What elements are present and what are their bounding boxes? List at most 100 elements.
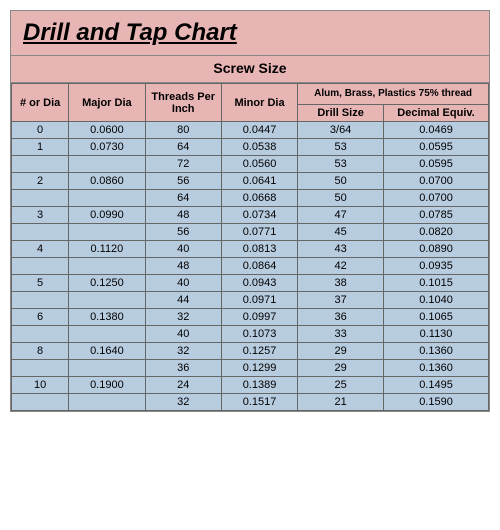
cell-minor: 0.1257: [221, 343, 297, 360]
table-row: 720.0560530.0595: [12, 156, 489, 173]
cell-major: [69, 224, 145, 241]
cell-num: [12, 394, 69, 411]
table-row: 320.1517210.1590: [12, 394, 489, 411]
cell-major: 0.0990: [69, 207, 145, 224]
cell-major: 0.1250: [69, 275, 145, 292]
cell-tpi: 32: [145, 394, 221, 411]
cell-major: 0.0730: [69, 139, 145, 156]
cell-drill: 50: [298, 190, 384, 207]
cell-decimal: 0.0935: [384, 258, 489, 275]
table-row: 20.0860560.0641500.0700: [12, 173, 489, 190]
cell-num: [12, 224, 69, 241]
cell-major: [69, 292, 145, 309]
cell-decimal: 0.1360: [384, 360, 489, 377]
cell-drill: 29: [298, 360, 384, 377]
cell-num: [12, 258, 69, 275]
cell-minor: 0.0447: [221, 122, 297, 139]
cell-drill: 29: [298, 343, 384, 360]
cell-major: 0.1380: [69, 309, 145, 326]
cell-minor: 0.1517: [221, 394, 297, 411]
cell-decimal: 0.0820: [384, 224, 489, 241]
cell-num: 6: [12, 309, 69, 326]
cell-num: 0: [12, 122, 69, 139]
cell-tpi: 44: [145, 292, 221, 309]
cell-minor: 0.1073: [221, 326, 297, 343]
cell-minor: 0.0560: [221, 156, 297, 173]
cell-major: [69, 360, 145, 377]
cell-decimal: 0.1130: [384, 326, 489, 343]
cell-major: 0.0860: [69, 173, 145, 190]
cell-num: [12, 190, 69, 207]
cell-minor: 0.1299: [221, 360, 297, 377]
cell-drill: 45: [298, 224, 384, 241]
table-row: 100.1900240.1389250.1495: [12, 377, 489, 394]
cell-drill: 25: [298, 377, 384, 394]
cell-drill: 53: [298, 139, 384, 156]
cell-decimal: 0.1360: [384, 343, 489, 360]
cell-minor: 0.0813: [221, 241, 297, 258]
cell-drill: 53: [298, 156, 384, 173]
table-row: 10.0730640.0538530.0595: [12, 139, 489, 156]
table-body: 00.0600800.04473/640.046910.0730640.0538…: [12, 122, 489, 411]
cell-drill: 38: [298, 275, 384, 292]
cell-tpi: 40: [145, 241, 221, 258]
table-row: 00.0600800.04473/640.0469: [12, 122, 489, 139]
table-row: 480.0864420.0935: [12, 258, 489, 275]
cell-tpi: 64: [145, 139, 221, 156]
table-row: 440.0971370.1040: [12, 292, 489, 309]
cell-tpi: 36: [145, 360, 221, 377]
cell-drill: 33: [298, 326, 384, 343]
cell-num: [12, 292, 69, 309]
table-row: 80.1640320.1257290.1360: [12, 343, 489, 360]
cell-drill: 43: [298, 241, 384, 258]
subtitle-section: Screw Size: [11, 56, 489, 83]
cell-num: [12, 156, 69, 173]
cell-major: 0.0600: [69, 122, 145, 139]
table-row: 60.1380320.0997360.1065: [12, 309, 489, 326]
cell-tpi: 72: [145, 156, 221, 173]
cell-minor: 0.0734: [221, 207, 297, 224]
cell-tpi: 40: [145, 275, 221, 292]
col-header-tpi: Threads Per Inch: [145, 84, 221, 122]
drill-tap-table: # or Dia Major Dia Threads Per Inch Mino…: [11, 83, 489, 411]
cell-decimal: 0.0890: [384, 241, 489, 258]
cell-drill: 42: [298, 258, 384, 275]
cell-num: 3: [12, 207, 69, 224]
cell-minor: 0.1389: [221, 377, 297, 394]
cell-minor: 0.0943: [221, 275, 297, 292]
cell-major: 0.1120: [69, 241, 145, 258]
cell-major: 0.1640: [69, 343, 145, 360]
cell-minor: 0.0538: [221, 139, 297, 156]
cell-decimal: 0.1040: [384, 292, 489, 309]
table-row: 50.1250400.0943380.1015: [12, 275, 489, 292]
cell-tpi: 56: [145, 224, 221, 241]
cell-major: [69, 190, 145, 207]
cell-major: [69, 258, 145, 275]
cell-tpi: 24: [145, 377, 221, 394]
cell-tpi: 32: [145, 309, 221, 326]
cell-decimal: 0.0700: [384, 173, 489, 190]
cell-decimal: 0.0700: [384, 190, 489, 207]
cell-drill: 3/64: [298, 122, 384, 139]
cell-tpi: 32: [145, 343, 221, 360]
cell-major: [69, 326, 145, 343]
cell-decimal: 0.1015: [384, 275, 489, 292]
cell-minor: 0.0668: [221, 190, 297, 207]
cell-minor: 0.0771: [221, 224, 297, 241]
col-group-header: Alum, Brass, Plastics 75% thread: [298, 84, 489, 105]
table-row: 360.1299290.1360: [12, 360, 489, 377]
table-row: 400.1073330.1130: [12, 326, 489, 343]
cell-minor: 0.0641: [221, 173, 297, 190]
chart-container: Drill and Tap Chart Screw Size # or Dia …: [10, 10, 490, 412]
cell-drill: 36: [298, 309, 384, 326]
cell-num: 8: [12, 343, 69, 360]
cell-drill: 50: [298, 173, 384, 190]
table-row: 560.0771450.0820: [12, 224, 489, 241]
cell-major: 0.1900: [69, 377, 145, 394]
cell-tpi: 80: [145, 122, 221, 139]
cell-tpi: 64: [145, 190, 221, 207]
cell-tpi: 48: [145, 258, 221, 275]
cell-decimal: 0.0785: [384, 207, 489, 224]
cell-num: 4: [12, 241, 69, 258]
col-header-decimal: Decimal Equiv.: [384, 105, 489, 122]
